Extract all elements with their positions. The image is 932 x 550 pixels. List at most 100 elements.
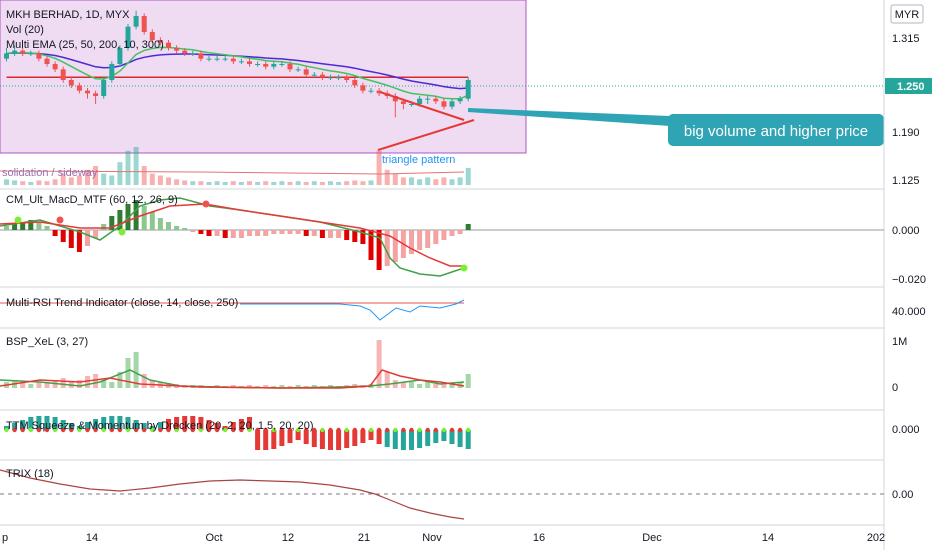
macd-cross-dot	[118, 228, 126, 236]
macd-bar	[141, 206, 147, 230]
macd-bar	[101, 224, 107, 230]
candle	[12, 45, 18, 56]
volume-bar	[417, 179, 423, 185]
ttm-squeeze-dot	[295, 427, 301, 433]
macd-bar	[4, 226, 9, 230]
candle	[190, 50, 196, 56]
currency-badge[interactable]	[890, 4, 924, 24]
volume-bar	[247, 181, 252, 185]
ttm-bar	[174, 417, 180, 430]
candle	[133, 10, 139, 30]
bsp-red-line	[0, 369, 465, 389]
volume-bar	[263, 181, 269, 185]
ttm-squeeze-dot	[206, 427, 212, 433]
ttm-bar	[303, 430, 309, 444]
macd-bar	[133, 200, 139, 230]
ttm-bar	[141, 423, 147, 430]
bsp-bar	[376, 340, 382, 388]
ttm-bar	[12, 423, 18, 430]
ttm-bar	[441, 430, 447, 441]
candle-body	[449, 101, 455, 107]
candle-body	[68, 80, 74, 86]
macd-bar	[425, 230, 431, 248]
ttm-squeeze-dot	[336, 427, 341, 433]
candle-body	[441, 101, 447, 107]
time-axis-label: p	[2, 532, 8, 544]
bsp-bar	[311, 385, 317, 388]
volume-bar	[60, 173, 66, 185]
ttm-bar	[457, 430, 463, 447]
triangle-lower-line	[377, 119, 475, 151]
candle	[68, 77, 74, 88]
volume-bar	[319, 181, 325, 185]
candle-body	[198, 53, 204, 59]
ttm-bar	[238, 419, 244, 430]
candle	[174, 45, 180, 54]
macd-bar	[157, 218, 163, 230]
ttm-squeeze-dot	[328, 427, 333, 433]
candle-body	[400, 101, 406, 104]
candle-body	[433, 98, 439, 102]
volume-bar	[230, 181, 236, 185]
ttm-bar	[166, 419, 171, 430]
ttm-bar	[36, 416, 42, 430]
volume-ma-line	[0, 170, 465, 175]
macd-bar	[60, 230, 66, 242]
volume-bars	[0, 147, 471, 185]
ttm-bar	[206, 420, 212, 430]
candle	[93, 90, 99, 104]
macd-signal-line	[0, 203, 464, 267]
ttm-squeeze-dot	[231, 427, 236, 433]
triangle-label: triangle pattern	[382, 154, 455, 166]
volume-bar	[376, 150, 382, 185]
macd-cross-dot	[56, 216, 64, 224]
volume-bar	[141, 166, 147, 185]
candle-body	[157, 40, 163, 43]
callout-box[interactable]	[668, 114, 884, 146]
volume-bar	[441, 177, 447, 185]
ttm-bar	[409, 430, 414, 450]
ttm-squeeze-dot	[61, 427, 66, 433]
ttm-bar	[125, 417, 131, 430]
candle	[336, 74, 342, 80]
bsp-bar	[409, 382, 414, 388]
macd-bar	[190, 230, 196, 232]
time-axis-label: Oct	[205, 532, 222, 544]
ttm-bar	[400, 430, 406, 450]
volume-bar	[287, 181, 293, 185]
ttm-bar	[352, 430, 358, 446]
volume-bar	[157, 175, 163, 185]
volume-bar	[214, 181, 220, 185]
volume-bar	[255, 181, 261, 185]
ttm-squeeze-dot	[150, 427, 155, 433]
bsp-bar	[44, 383, 50, 388]
candle-body	[392, 96, 398, 102]
ttm-bar	[263, 430, 269, 450]
time-axis[interactable]: p 14 Oct 12 21 Nov 16 Dec 14 202	[2, 532, 885, 544]
volume-bar	[409, 177, 414, 185]
macd-bar	[109, 216, 115, 230]
macd-bar	[28, 220, 34, 230]
rsi-pane-title: Multi-RSI Trend Indicator (close, 14, cl…	[6, 297, 238, 309]
candle-body	[336, 77, 342, 79]
ema-lines	[6, 46, 469, 100]
ttm-bar	[28, 417, 34, 430]
candle-body	[279, 64, 285, 65]
candle-body	[425, 98, 431, 100]
candle-body	[28, 53, 34, 55]
macd-bar	[465, 224, 471, 230]
current-price-label: 1.250	[897, 81, 925, 93]
candle	[182, 48, 188, 56]
ttm-squeeze-dot	[352, 427, 357, 433]
candle-body	[190, 53, 196, 55]
macd-tick: 0.000	[892, 225, 920, 237]
candle-body	[344, 77, 350, 80]
candle	[149, 29, 155, 43]
ttm-squeeze-dot	[93, 427, 98, 433]
ttm-bar	[60, 420, 66, 430]
candle-body	[117, 48, 123, 64]
bsp-bar	[20, 382, 26, 388]
candle-body	[141, 16, 147, 32]
ttm-squeeze-dot	[20, 427, 25, 433]
